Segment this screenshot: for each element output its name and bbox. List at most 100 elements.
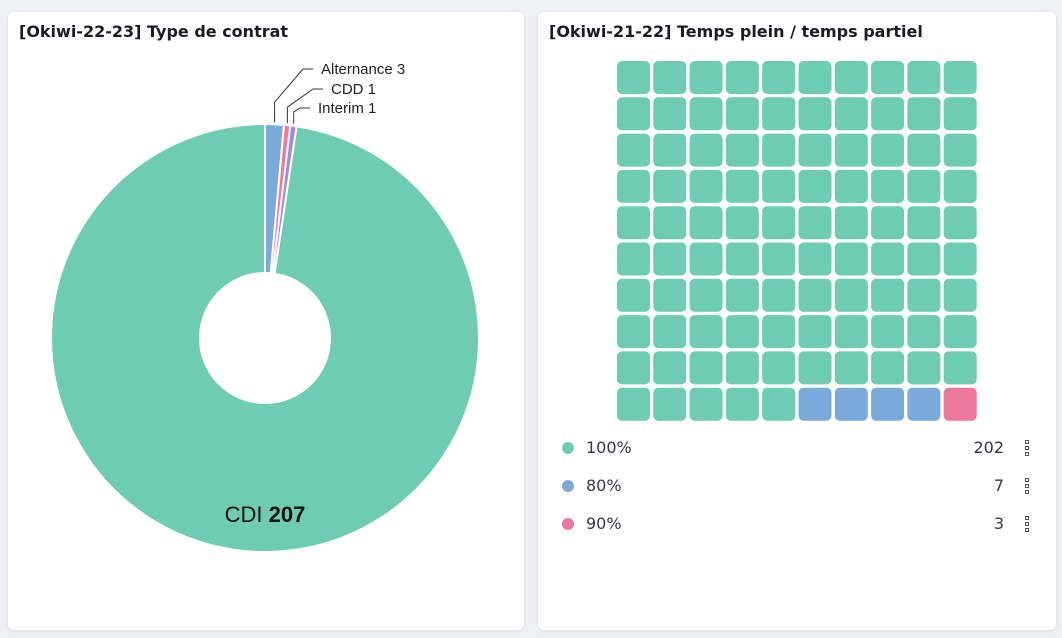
waffle-cell-100% <box>798 351 832 385</box>
label-leader-line <box>286 88 323 124</box>
waffle-cell-100% <box>762 387 796 421</box>
waffle-cell-100% <box>725 169 759 203</box>
legend-menu-icon[interactable] <box>1020 474 1034 498</box>
waffle-cell-100% <box>834 351 868 385</box>
waffle-cell-100% <box>617 278 650 312</box>
waffle-cell-100% <box>725 242 759 276</box>
donut-slice-cdi[interactable] <box>50 122 481 553</box>
panel-title: [Okiwi-22-23] Type de contrat <box>19 22 289 41</box>
waffle-cell-100% <box>871 97 905 131</box>
waffle-cell-100% <box>798 133 832 167</box>
waffle-cell-100% <box>689 278 723 312</box>
waffle-cell-100% <box>834 315 868 349</box>
waffle-cell-100% <box>943 351 977 385</box>
waffle-cell-100% <box>617 242 650 276</box>
waffle-cell-100% <box>617 133 650 167</box>
waffle-cell-100% <box>907 169 941 203</box>
waffle-cell-100% <box>871 133 905 167</box>
legend-color-dot <box>562 480 574 492</box>
waffle-cell-100% <box>762 315 796 349</box>
legend-menu-icon[interactable] <box>1020 512 1034 536</box>
label-leader-line <box>293 107 310 124</box>
waffle-cell-100% <box>762 242 796 276</box>
waffle-cell-100% <box>834 242 868 276</box>
waffle-cell-100% <box>907 206 941 240</box>
waffle-cell-100% <box>689 242 723 276</box>
slice-label: CDD 1 <box>331 81 376 98</box>
legend-value: 202 <box>973 438 1004 457</box>
waffle-cell-100% <box>871 169 905 203</box>
waffle-cell-80% <box>798 387 832 421</box>
waffle-cell-100% <box>834 97 868 131</box>
waffle-cell-100% <box>689 315 723 349</box>
waffle-cell-100% <box>943 169 977 203</box>
waffle-cell-100% <box>653 278 687 312</box>
panel-title: [Okiwi-21-22] Temps plein / temps partie… <box>549 22 923 41</box>
waffle-cell-100% <box>907 97 941 131</box>
waffle-cell-100% <box>689 387 723 421</box>
waffle-cell-100% <box>617 97 650 131</box>
waffle-cell-100% <box>617 387 650 421</box>
waffle-cell-100% <box>617 61 650 94</box>
waffle-cell-100% <box>617 351 650 385</box>
waffle-cell-100% <box>871 351 905 385</box>
waffle-cell-100% <box>871 278 905 312</box>
waffle-cell-100% <box>653 351 687 385</box>
waffle-cell-100% <box>653 169 687 203</box>
legend-menu-icon[interactable] <box>1020 436 1034 460</box>
waffle-cell-100% <box>907 315 941 349</box>
waffle-cell-100% <box>798 206 832 240</box>
waffle-cell-100% <box>871 315 905 349</box>
waffle-cell-100% <box>653 387 687 421</box>
waffle-cell-100% <box>798 97 832 131</box>
waffle-cell-100% <box>689 133 723 167</box>
waffle-cell-100% <box>653 97 687 131</box>
waffle-cell-100% <box>653 315 687 349</box>
waffle-cell-100% <box>762 169 796 203</box>
waffle-cell-100% <box>762 97 796 131</box>
waffle-cell-100% <box>943 242 977 276</box>
waffle-cell-100% <box>689 169 723 203</box>
legend-item[interactable]: 100% 202 <box>554 436 1034 460</box>
waffle-cell-80% <box>834 387 868 421</box>
legend-value: 7 <box>993 476 1004 495</box>
waffle-cell-100% <box>834 133 868 167</box>
waffle-cell-100% <box>943 315 977 349</box>
waffle-cell-80% <box>907 387 941 421</box>
waffle-cell-100% <box>798 169 832 203</box>
waffle-cell-100% <box>907 351 941 385</box>
waffle-cell-100% <box>725 315 759 349</box>
waffle-cell-100% <box>653 133 687 167</box>
slice-label: Interim 1 <box>318 100 376 117</box>
waffle-cell-100% <box>907 133 941 167</box>
donut-chart: Alternance 3 CDD 1 Interim 1 CDI 207 <box>50 61 481 553</box>
waffle-cell-100% <box>798 315 832 349</box>
legend-item[interactable]: 80% 7 <box>554 474 1034 498</box>
legend-color-dot <box>562 442 574 454</box>
legend-color-dot <box>562 518 574 530</box>
waffle-cell-100% <box>725 278 759 312</box>
waffle-cell-100% <box>943 133 977 167</box>
waffle-cell-100% <box>762 278 796 312</box>
waffle-cell-100% <box>617 169 650 203</box>
waffle-cell-100% <box>834 206 868 240</box>
waffle-cell-100% <box>762 206 796 240</box>
waffle-cell-100% <box>871 61 905 94</box>
waffle-cell-100% <box>689 351 723 385</box>
waffle-cell-100% <box>798 242 832 276</box>
waffle-cell-100% <box>834 61 868 94</box>
waffle-cell-100% <box>725 351 759 385</box>
waffle-chart <box>617 61 977 421</box>
slice-label: CDI 207 <box>225 502 306 527</box>
waffle-cell-100% <box>725 97 759 131</box>
legend-item[interactable]: 90% 3 <box>554 512 1034 536</box>
waffle-cell-100% <box>834 278 868 312</box>
waffle-cell-100% <box>943 278 977 312</box>
waffle-cell-100% <box>653 61 687 94</box>
waffle-cell-100% <box>689 206 723 240</box>
legend-label: 100% <box>586 438 632 457</box>
waffle-cell-100% <box>762 133 796 167</box>
waffle-cell-100% <box>943 61 977 94</box>
waffle-cell-100% <box>798 61 832 94</box>
waffle-cell-100% <box>689 61 723 94</box>
